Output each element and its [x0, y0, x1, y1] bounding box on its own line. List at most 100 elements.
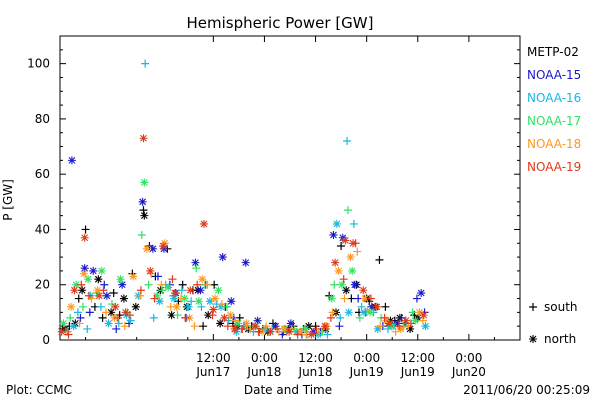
data-point-south: [231, 316, 240, 325]
south-marker: [339, 275, 348, 284]
data-point-south: [137, 230, 146, 239]
north-marker: [334, 266, 343, 275]
north-marker: [80, 233, 89, 242]
data-point-north: [194, 297, 203, 306]
north-marker: [214, 286, 223, 295]
south-marker: [375, 255, 384, 264]
data-point-south: [418, 316, 427, 325]
south-marker: [137, 230, 146, 239]
data-point-north: [198, 275, 207, 284]
data-point-north: [67, 156, 76, 165]
north-marker: [382, 316, 391, 325]
north-marker: [102, 291, 111, 300]
south-marker: [75, 319, 84, 328]
north-marker: [304, 322, 313, 331]
data-point-south: [98, 313, 107, 322]
south-marker: [193, 280, 202, 289]
data-point-north: [419, 311, 428, 320]
x-tick-date-label: Jun18: [246, 365, 281, 379]
south-marker: [273, 324, 282, 333]
data-point-north: [344, 308, 353, 317]
data-point-north: [406, 324, 415, 333]
north-marker: [387, 322, 396, 331]
data-point-north: [70, 286, 79, 295]
north-marker: [172, 302, 181, 311]
data-point-north: [199, 219, 208, 228]
data-point-north: [348, 266, 357, 275]
data-point-north: [119, 294, 128, 303]
north-marker: [131, 302, 140, 311]
data-point-north: [138, 197, 147, 206]
north-marker: [220, 313, 229, 322]
data-point-south: [192, 264, 201, 273]
south-marker: [176, 294, 185, 303]
data-point-south: [343, 206, 352, 215]
south-marker: [126, 316, 135, 325]
legend-south-symbol: [529, 303, 537, 311]
data-point-north: [95, 291, 104, 300]
south-marker: [336, 313, 345, 322]
x-tick-date-label: Jun18: [298, 365, 333, 379]
data-point-south: [81, 225, 90, 234]
data-point-north: [280, 324, 289, 333]
data-point-north: [401, 316, 410, 325]
south-marker: [136, 291, 145, 300]
data-point-south: [347, 294, 356, 303]
x-tick-time-label: 12:00: [400, 351, 435, 365]
south-marker: [144, 280, 153, 289]
x-tick-date-label: Jun19: [349, 365, 384, 379]
south-marker: [114, 319, 123, 328]
south-marker: [380, 313, 389, 322]
south-marker: [150, 294, 159, 303]
data-point-south: [144, 280, 153, 289]
data-point-north: [78, 286, 87, 295]
data-point-south: [395, 322, 404, 331]
north-marker: [116, 275, 125, 284]
legend-item: NOAA-18: [527, 137, 581, 151]
data-point-north: [139, 134, 148, 143]
data-point-south: [153, 272, 162, 281]
data-point-north: [57, 327, 66, 336]
north-marker: [301, 324, 310, 333]
south-marker: [224, 316, 233, 325]
north-marker: [314, 330, 323, 339]
south-marker: [181, 313, 190, 322]
data-point-south: [125, 311, 134, 320]
data-point-north: [393, 319, 402, 328]
north-marker: [271, 322, 280, 331]
y-tick-label: 40: [35, 222, 50, 236]
data-point-south: [323, 330, 332, 339]
data-point-south: [100, 280, 109, 289]
data-point-south: [293, 330, 302, 339]
north-marker: [140, 211, 149, 220]
data-point-north: [146, 266, 155, 275]
north-marker: [148, 244, 157, 253]
data-point-north: [140, 211, 149, 220]
data-point-north: [382, 316, 391, 325]
data-point-south: [193, 280, 202, 289]
legend-north-label: north: [544, 332, 576, 346]
south-marker: [149, 313, 158, 322]
north-marker: [331, 258, 340, 267]
south-marker: [141, 59, 150, 68]
north-marker: [266, 327, 275, 336]
south-marker: [83, 324, 92, 333]
north-marker: [372, 302, 381, 311]
data-point-south: [176, 294, 185, 303]
north-marker: [153, 291, 162, 300]
data-point-north: [93, 286, 102, 295]
data-point-north: [415, 308, 424, 317]
south-marker: [231, 316, 240, 325]
south-marker: [109, 289, 118, 298]
south-marker: [323, 330, 332, 339]
north-marker: [349, 239, 358, 248]
north-marker: [170, 294, 179, 303]
south-marker: [203, 280, 212, 289]
data-point-north: [71, 319, 80, 328]
data-point-north: [285, 327, 294, 336]
south-marker: [192, 264, 201, 273]
data-point-south: [157, 280, 166, 289]
south-marker: [157, 280, 166, 289]
north-marker: [360, 294, 369, 303]
north-marker: [111, 302, 120, 311]
